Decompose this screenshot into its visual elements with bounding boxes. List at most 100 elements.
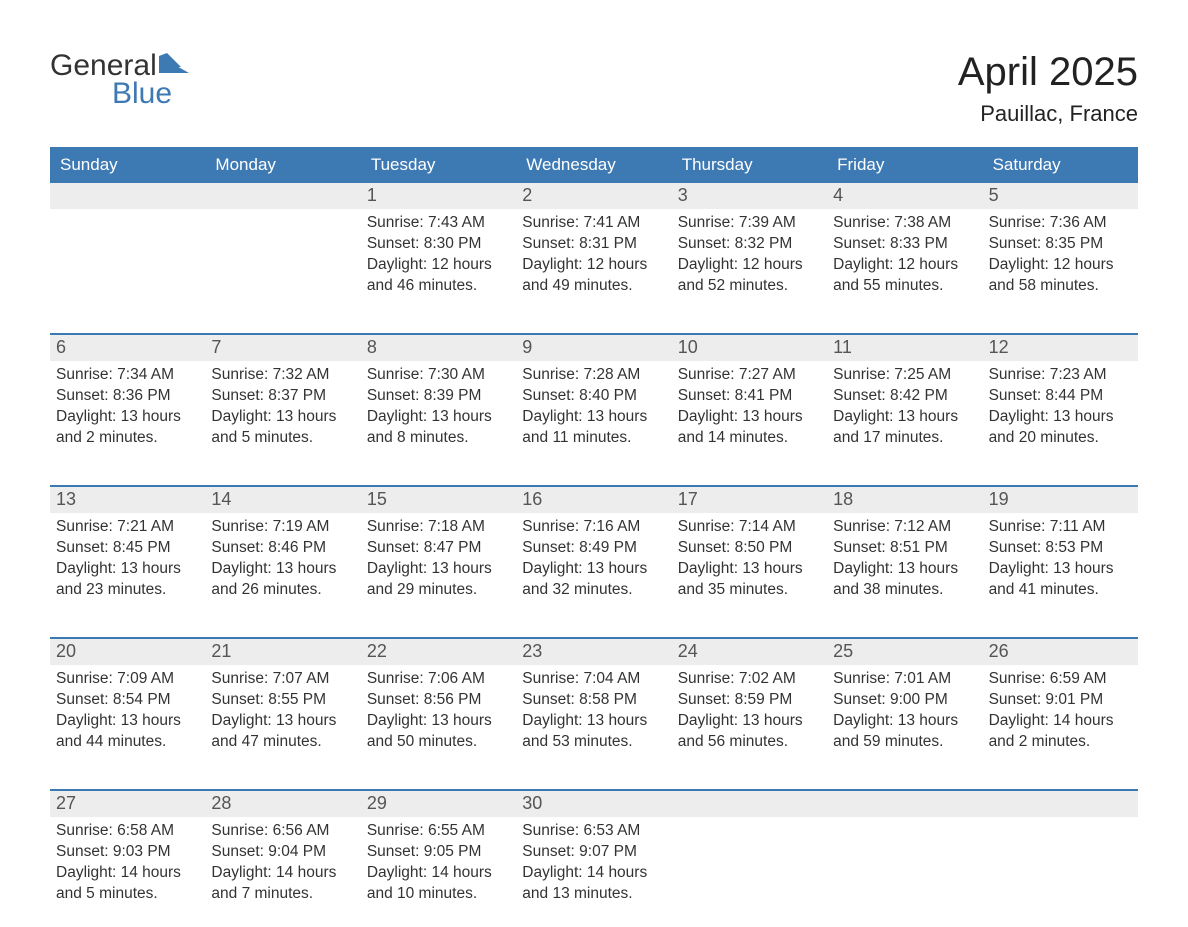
day-number: 13 [50, 487, 205, 513]
daycontent-row: Sunrise: 7:34 AMSunset: 8:36 PMDaylight:… [50, 361, 1138, 471]
day-number [205, 183, 360, 209]
sunrise-text: Sunrise: 7:02 AM [678, 669, 821, 690]
sunrise-text: Sunrise: 7:28 AM [522, 365, 665, 386]
day-cell: Sunrise: 7:07 AMSunset: 8:55 PMDaylight:… [205, 665, 360, 775]
daycontent-row: Sunrise: 6:58 AMSunset: 9:03 PMDaylight:… [50, 817, 1138, 927]
daylight-text: Daylight: 13 hours and 35 minutes. [678, 559, 821, 601]
sunrise-text: Sunrise: 7:09 AM [56, 669, 199, 690]
daylight-text: Daylight: 13 hours and 23 minutes. [56, 559, 199, 601]
daylight-text: Daylight: 13 hours and 14 minutes. [678, 407, 821, 449]
daylight-text: Daylight: 14 hours and 7 minutes. [211, 863, 354, 905]
day-cell: Sunrise: 7:23 AMSunset: 8:44 PMDaylight:… [983, 361, 1138, 471]
daylight-text: Daylight: 13 hours and 56 minutes. [678, 711, 821, 753]
sunrise-text: Sunrise: 7:41 AM [522, 213, 665, 234]
sunrise-text: Sunrise: 7:07 AM [211, 669, 354, 690]
sunrise-text: Sunrise: 6:53 AM [522, 821, 665, 842]
day-cell: Sunrise: 7:16 AMSunset: 8:49 PMDaylight:… [516, 513, 671, 623]
sunset-text: Sunset: 8:51 PM [833, 538, 976, 559]
title-block: April 2025 Pauillac, France [958, 50, 1138, 127]
daylight-text: Daylight: 13 hours and 38 minutes. [833, 559, 976, 601]
day-header: Thursday [672, 147, 827, 183]
day-cell: Sunrise: 7:06 AMSunset: 8:56 PMDaylight:… [361, 665, 516, 775]
day-number: 1 [361, 183, 516, 209]
day-cell: Sunrise: 7:04 AMSunset: 8:58 PMDaylight:… [516, 665, 671, 775]
daylight-text: Daylight: 12 hours and 55 minutes. [833, 255, 976, 297]
sunset-text: Sunset: 8:56 PM [367, 690, 510, 711]
sunrise-text: Sunrise: 6:56 AM [211, 821, 354, 842]
sunset-text: Sunset: 9:01 PM [989, 690, 1132, 711]
sunset-text: Sunset: 8:30 PM [367, 234, 510, 255]
day-header: Sunday [50, 147, 205, 183]
sunset-text: Sunset: 8:58 PM [522, 690, 665, 711]
daynum-row: 6789101112 [50, 335, 1138, 361]
day-number: 25 [827, 639, 982, 665]
day-cell [50, 209, 205, 319]
sunrise-text: Sunrise: 6:59 AM [989, 669, 1132, 690]
weeks-container: 12345Sunrise: 7:43 AMSunset: 8:30 PMDayl… [50, 183, 1138, 927]
day-header: Tuesday [361, 147, 516, 183]
sunset-text: Sunset: 8:32 PM [678, 234, 821, 255]
sunset-text: Sunset: 8:49 PM [522, 538, 665, 559]
day-cell: Sunrise: 7:41 AMSunset: 8:31 PMDaylight:… [516, 209, 671, 319]
day-number: 16 [516, 487, 671, 513]
day-number: 30 [516, 791, 671, 817]
day-cell: Sunrise: 6:56 AMSunset: 9:04 PMDaylight:… [205, 817, 360, 927]
day-number: 21 [205, 639, 360, 665]
sunset-text: Sunset: 8:33 PM [833, 234, 976, 255]
calendar: Sunday Monday Tuesday Wednesday Thursday… [50, 147, 1138, 927]
day-number: 7 [205, 335, 360, 361]
daylight-text: Daylight: 12 hours and 52 minutes. [678, 255, 821, 297]
sunset-text: Sunset: 8:42 PM [833, 386, 976, 407]
day-cell: Sunrise: 6:55 AMSunset: 9:05 PMDaylight:… [361, 817, 516, 927]
sunset-text: Sunset: 8:36 PM [56, 386, 199, 407]
daylight-text: Daylight: 13 hours and 59 minutes. [833, 711, 976, 753]
day-cell [672, 817, 827, 927]
sunrise-text: Sunrise: 7:25 AM [833, 365, 976, 386]
sunrise-text: Sunrise: 7:04 AM [522, 669, 665, 690]
daylight-text: Daylight: 13 hours and 26 minutes. [211, 559, 354, 601]
sunset-text: Sunset: 8:40 PM [522, 386, 665, 407]
daycontent-row: Sunrise: 7:21 AMSunset: 8:45 PMDaylight:… [50, 513, 1138, 623]
daylight-text: Daylight: 14 hours and 10 minutes. [367, 863, 510, 905]
sunrise-text: Sunrise: 7:39 AM [678, 213, 821, 234]
header: General Blue April 2025 Pauillac, France [50, 50, 1138, 127]
calendar-week: 6789101112Sunrise: 7:34 AMSunset: 8:36 P… [50, 333, 1138, 471]
daycontent-row: Sunrise: 7:43 AMSunset: 8:30 PMDaylight:… [50, 209, 1138, 319]
sunset-text: Sunset: 8:31 PM [522, 234, 665, 255]
daynum-row: 27282930 [50, 791, 1138, 817]
daylight-text: Daylight: 13 hours and 5 minutes. [211, 407, 354, 449]
day-cell: Sunrise: 7:21 AMSunset: 8:45 PMDaylight:… [50, 513, 205, 623]
day-number: 4 [827, 183, 982, 209]
day-number: 15 [361, 487, 516, 513]
daylight-text: Daylight: 13 hours and 47 minutes. [211, 711, 354, 753]
day-number: 19 [983, 487, 1138, 513]
sunset-text: Sunset: 9:00 PM [833, 690, 976, 711]
sunrise-text: Sunrise: 7:16 AM [522, 517, 665, 538]
day-number: 17 [672, 487, 827, 513]
day-cell: Sunrise: 7:09 AMSunset: 8:54 PMDaylight:… [50, 665, 205, 775]
day-cell: Sunrise: 7:38 AMSunset: 8:33 PMDaylight:… [827, 209, 982, 319]
day-number: 9 [516, 335, 671, 361]
day-cell: Sunrise: 7:01 AMSunset: 9:00 PMDaylight:… [827, 665, 982, 775]
day-cell: Sunrise: 7:28 AMSunset: 8:40 PMDaylight:… [516, 361, 671, 471]
sunset-text: Sunset: 8:46 PM [211, 538, 354, 559]
calendar-week: 27282930Sunrise: 6:58 AMSunset: 9:03 PMD… [50, 789, 1138, 927]
day-number: 22 [361, 639, 516, 665]
location-label: Pauillac, France [958, 101, 1138, 127]
daynum-row: 20212223242526 [50, 639, 1138, 665]
day-cell: Sunrise: 7:39 AMSunset: 8:32 PMDaylight:… [672, 209, 827, 319]
day-number: 8 [361, 335, 516, 361]
day-cell: Sunrise: 7:19 AMSunset: 8:46 PMDaylight:… [205, 513, 360, 623]
daylight-text: Daylight: 13 hours and 44 minutes. [56, 711, 199, 753]
daylight-text: Daylight: 14 hours and 13 minutes. [522, 863, 665, 905]
sunset-text: Sunset: 8:41 PM [678, 386, 821, 407]
logo-word-blue: Blue [50, 78, 189, 110]
day-cell: Sunrise: 7:30 AMSunset: 8:39 PMDaylight:… [361, 361, 516, 471]
sunrise-text: Sunrise: 7:32 AM [211, 365, 354, 386]
day-cell [827, 817, 982, 927]
day-cell: Sunrise: 7:34 AMSunset: 8:36 PMDaylight:… [50, 361, 205, 471]
day-cell: Sunrise: 7:12 AMSunset: 8:51 PMDaylight:… [827, 513, 982, 623]
day-cell: Sunrise: 7:36 AMSunset: 8:35 PMDaylight:… [983, 209, 1138, 319]
day-cell: Sunrise: 7:27 AMSunset: 8:41 PMDaylight:… [672, 361, 827, 471]
day-cell: Sunrise: 7:14 AMSunset: 8:50 PMDaylight:… [672, 513, 827, 623]
